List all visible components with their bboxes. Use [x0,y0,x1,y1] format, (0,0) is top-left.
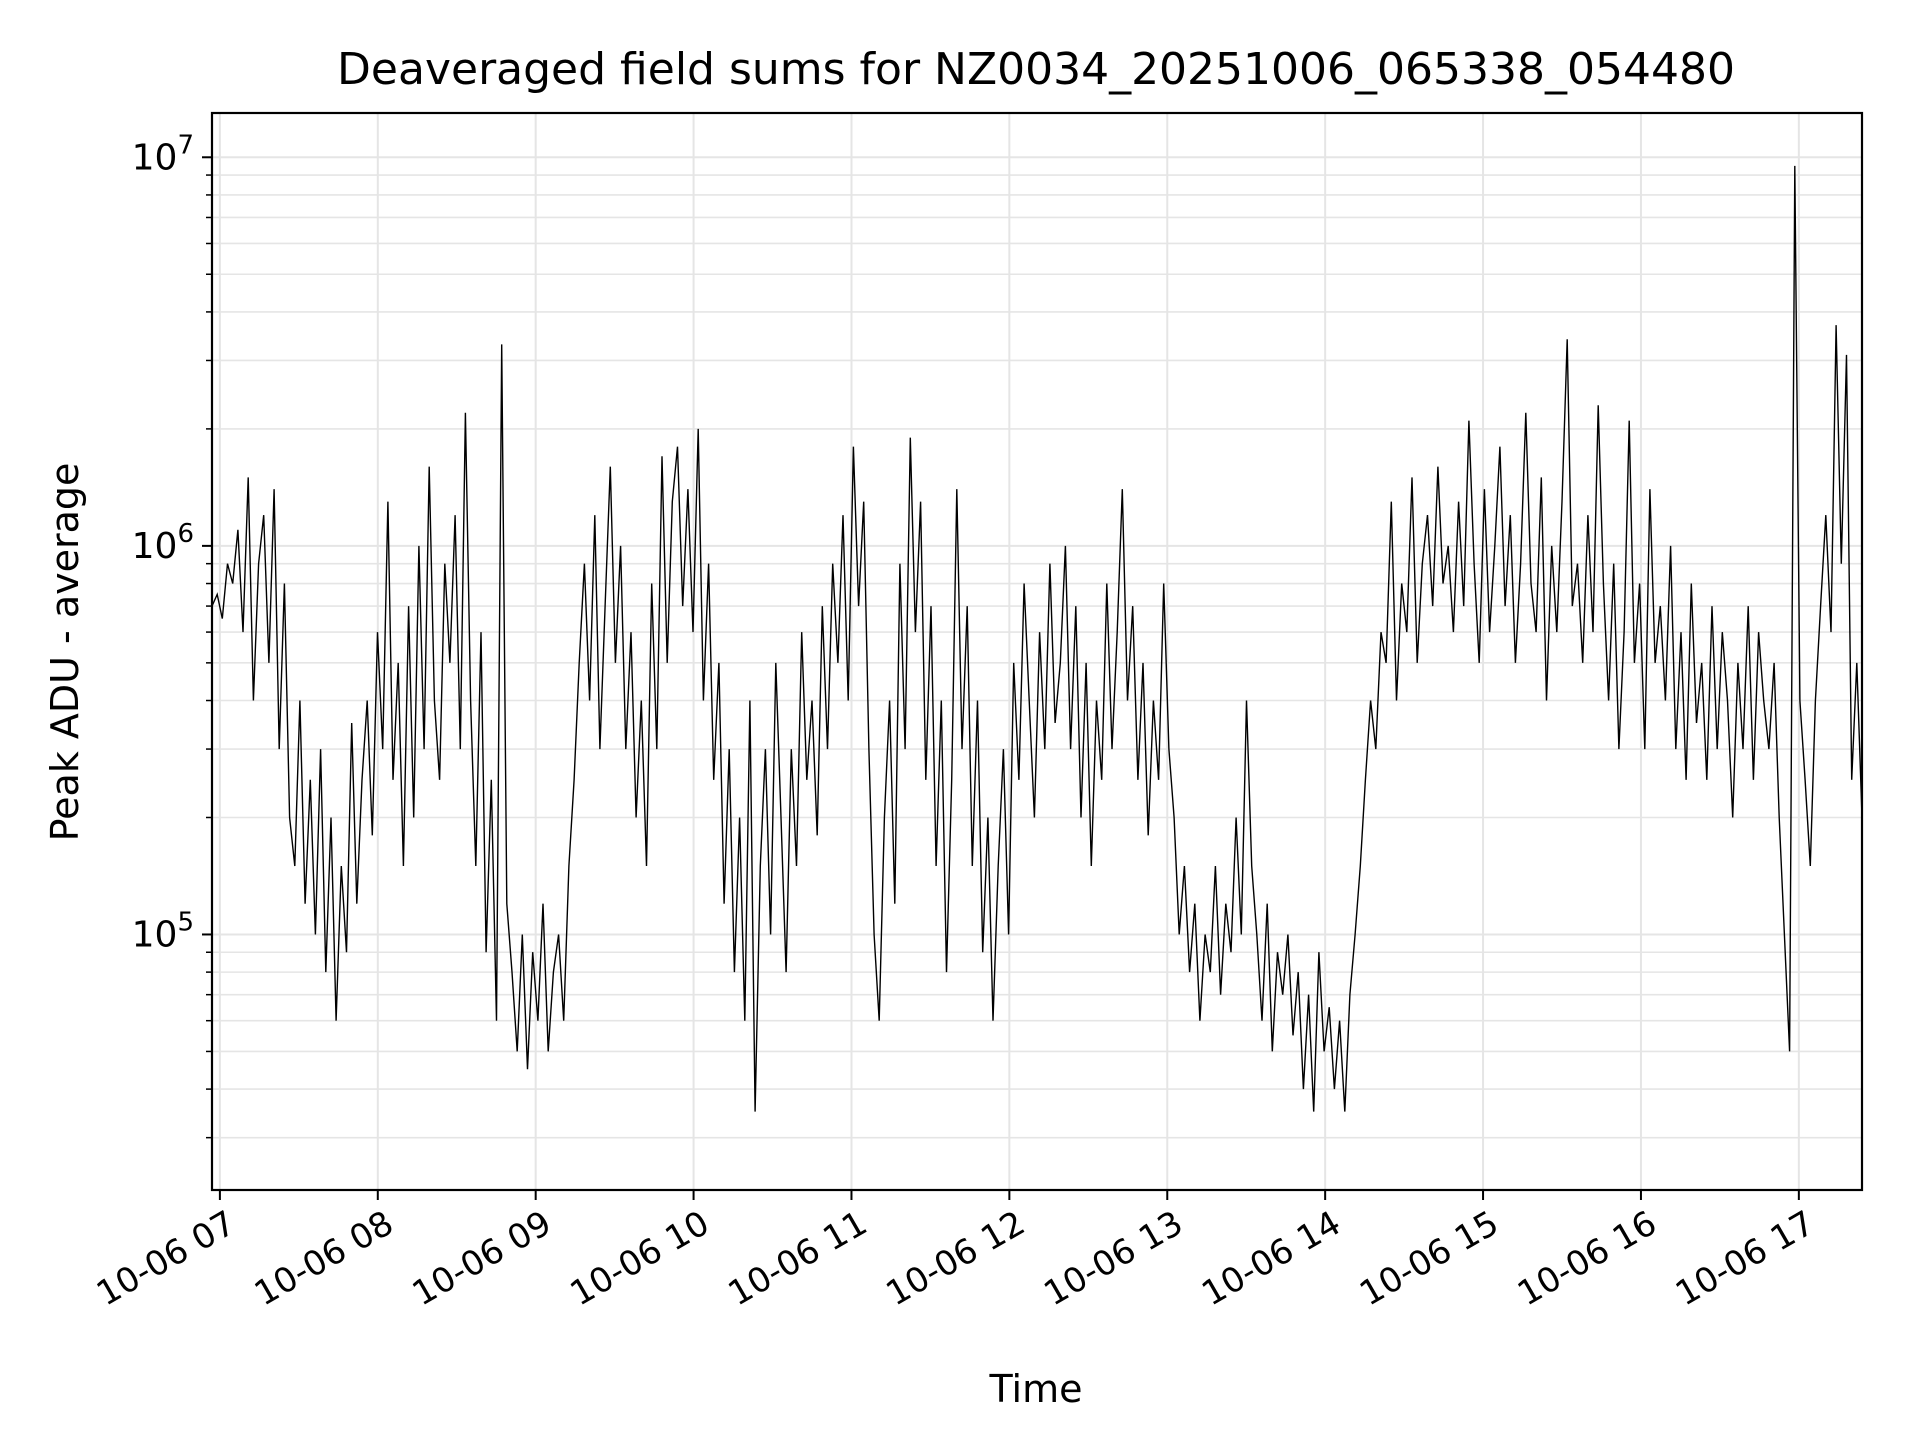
plot-frame [210,111,1864,1192]
x-axis-label: Time [989,1367,1083,1411]
chart-title: Deaveraged field sums for NZ0034_2025100… [337,44,1735,95]
y-tick-label: 105 [132,907,194,955]
y-tick-label: 106 [132,519,194,567]
y-axis-label: Peak ADU - average [43,463,87,842]
series-line [211,165,1863,1112]
y-tick-label: 107 [132,130,194,178]
plot-area [211,165,1863,1112]
y-axis: 105 106 107 [132,130,212,1139]
